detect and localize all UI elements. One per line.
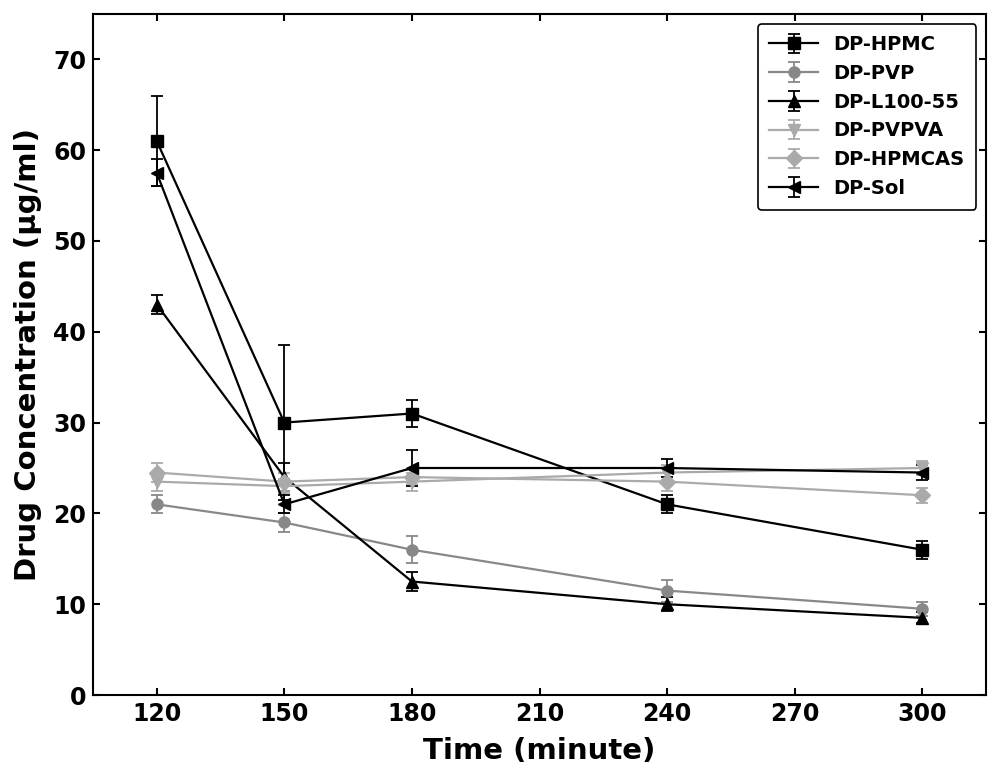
- Y-axis label: Drug Concentration (μg/ml): Drug Concentration (μg/ml): [14, 128, 42, 581]
- Legend: DP-HPMC, DP-PVP, DP-L100-55, DP-PVPVA, DP-HPMCAS, DP-Sol: DP-HPMC, DP-PVP, DP-L100-55, DP-PVPVA, D…: [758, 23, 976, 210]
- X-axis label: Time (minute): Time (minute): [423, 737, 656, 765]
